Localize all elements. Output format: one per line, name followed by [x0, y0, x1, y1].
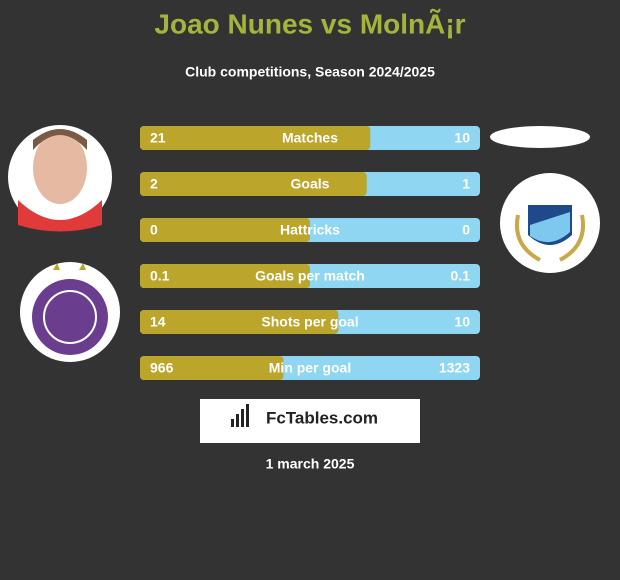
right-value: 1323: [439, 360, 470, 376]
left-value: 14: [150, 314, 166, 330]
left-bar: [140, 172, 367, 196]
stat-label: Goals per match: [255, 268, 365, 284]
stat-rows: 21 Matches 102 Goals 10 Hattricks 00.1 Goals pe…: [140, 126, 480, 380]
stat-label: Matches: [282, 130, 338, 146]
club-logo-left: [20, 262, 120, 362]
left-value: 0: [150, 222, 158, 238]
right-value: 0: [462, 222, 470, 238]
right-value: 1: [462, 176, 470, 192]
right-value: 0.1: [451, 268, 471, 284]
left-value: 2: [150, 176, 158, 192]
stat-label: Goals: [291, 176, 330, 192]
left-value: 966: [150, 360, 174, 376]
left-bar: [140, 218, 310, 242]
left-bar: [140, 310, 339, 334]
right-value: 10: [454, 314, 470, 330]
left-bar: [140, 356, 284, 380]
brand-name: FcTables.com: [266, 408, 378, 427]
placeholder-photo: [490, 126, 590, 148]
date: 1 march 2025: [266, 456, 355, 472]
left-value: 21: [150, 130, 166, 146]
player-photo: [8, 125, 112, 232]
stat-label: Min per goal: [269, 360, 351, 376]
left-bar: [140, 264, 310, 288]
stat-label: Hattricks: [280, 222, 340, 238]
stat-label: Shots per goal: [261, 314, 358, 330]
right-value: 10: [454, 130, 470, 146]
left-bar: [140, 126, 371, 150]
subtitle: Club competitions, Season 2024/2025: [185, 64, 435, 80]
brand-icon: [231, 404, 249, 427]
club-logo-right: [500, 173, 600, 273]
title: Joao Nunes vs MolnÃ¡r: [154, 8, 465, 39]
left-value: 0.1: [150, 268, 170, 284]
